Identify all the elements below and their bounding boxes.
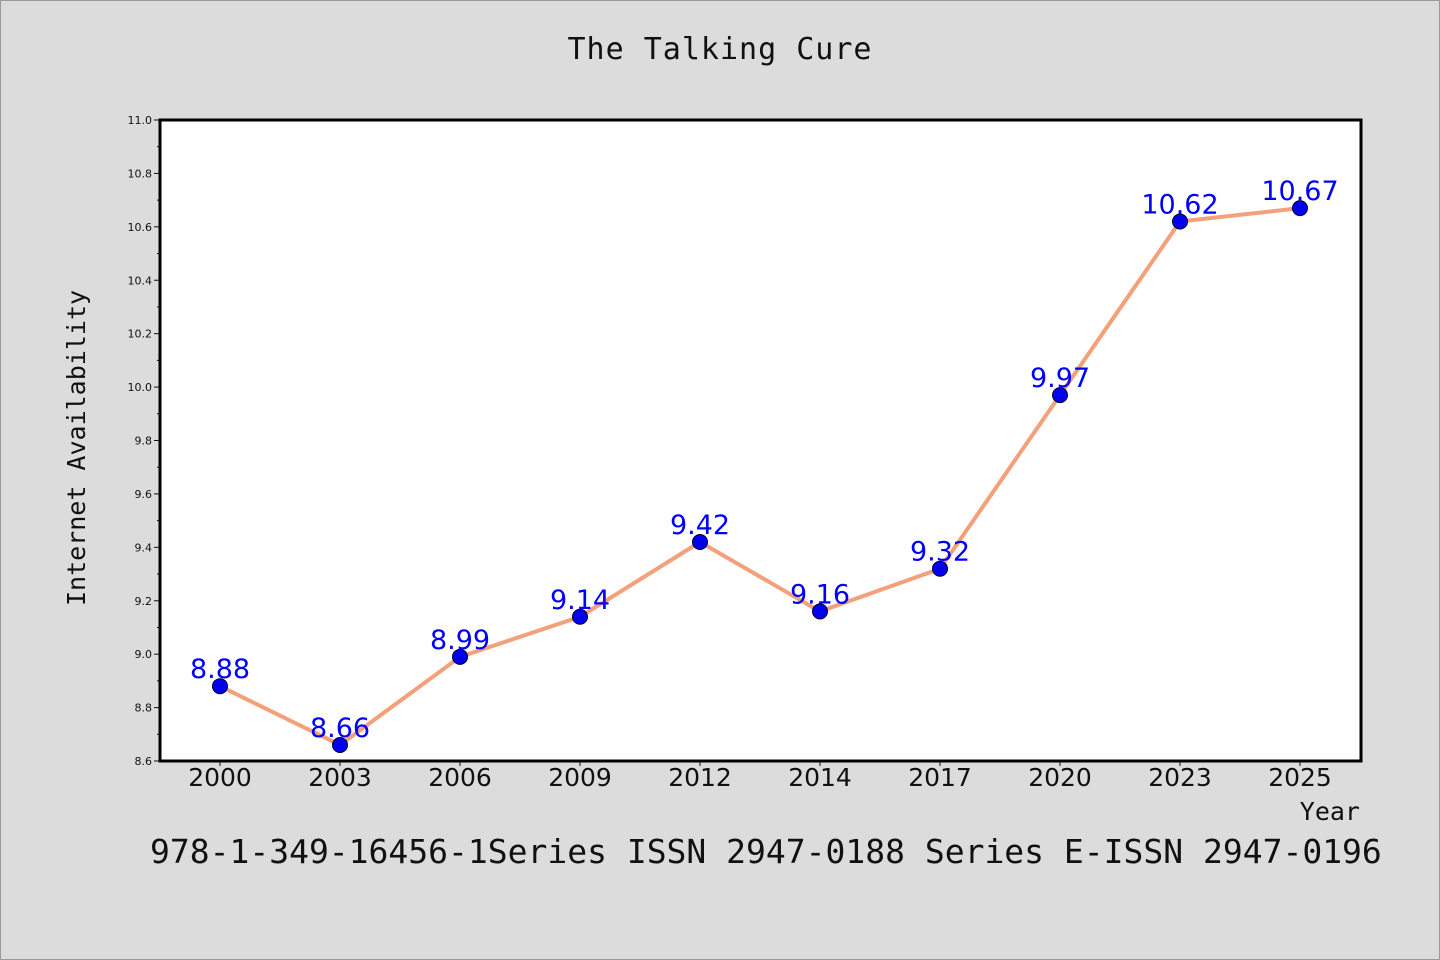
data-point (932, 560, 948, 577)
data-point (812, 603, 828, 620)
isbn-issn-caption: 978-1-349-16456-1Series ISSN 2947-0188 S… (150, 832, 1382, 871)
x-tick-label: 2003 (308, 763, 372, 792)
x-tick-label: 2009 (548, 763, 612, 792)
data-label: 10.67 (1261, 176, 1338, 207)
data-point (1292, 200, 1308, 217)
data-label: 8.99 (430, 625, 490, 656)
y-tick-label: 9.0 (135, 648, 153, 661)
y-tick-label: 8.8 (135, 702, 153, 715)
data-label: 9.42 (670, 510, 730, 541)
y-tick-label: 8.6 (135, 755, 153, 768)
plot-frame (158, 118, 1363, 763)
data-point (212, 678, 228, 695)
x-tick-label: 2025 (1268, 763, 1332, 792)
y-tick-label: 10.0 (128, 381, 153, 394)
data-label: 9.16 (790, 579, 850, 610)
x-axis-label: Year (1300, 797, 1360, 826)
plot-area (160, 120, 1361, 761)
data-point (572, 608, 588, 625)
x-tick-label: 2006 (428, 763, 492, 792)
y-tick-label: 10.4 (128, 274, 153, 287)
data-label: 9.32 (910, 537, 970, 568)
y-tick-label: 9.8 (135, 435, 153, 448)
data-label: 9.97 (1030, 363, 1090, 394)
y-tick-label: 10.6 (128, 221, 153, 234)
y-tick-label: 10.2 (128, 328, 153, 341)
y-tick-label: 10.8 (128, 167, 153, 180)
data-label: 8.66 (310, 713, 370, 744)
data-point (1052, 387, 1068, 404)
y-axis-label: Internet Availability (62, 290, 91, 606)
chart-title: The Talking Cure (567, 32, 873, 67)
y-tick-label: 9.4 (135, 541, 153, 554)
x-tick-label: 2023 (1148, 763, 1212, 792)
data-point (332, 736, 348, 753)
x-tick-label: 2012 (668, 763, 732, 792)
data-point (452, 648, 468, 665)
data-label: 10.62 (1141, 189, 1218, 220)
data-label: 9.14 (550, 585, 610, 616)
x-tick-label: 2000 (188, 763, 252, 792)
data-point (1172, 213, 1188, 230)
x-tick-label: 2014 (788, 763, 852, 792)
x-tick-label: 2020 (1028, 763, 1092, 792)
series-line (219, 206, 1301, 747)
y-tick-label: 9.2 (135, 595, 153, 608)
x-tick-label: 2017 (908, 763, 972, 792)
data-label: 8.88 (190, 654, 250, 685)
y-tick-label: 11.0 (128, 114, 153, 127)
y-tick-label: 9.6 (135, 488, 153, 501)
data-point (692, 533, 708, 550)
